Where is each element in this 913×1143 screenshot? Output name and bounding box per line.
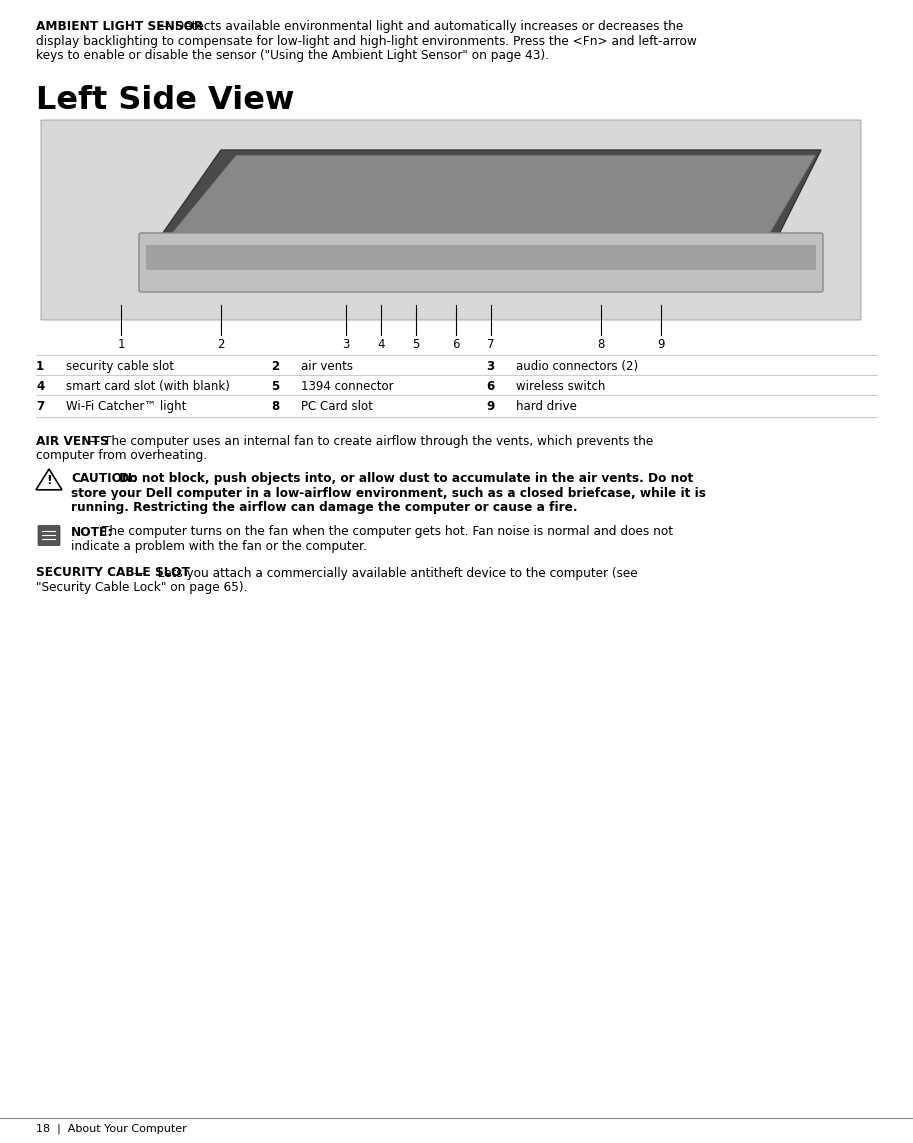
Text: 2: 2 bbox=[271, 360, 279, 373]
Text: 9: 9 bbox=[486, 400, 494, 413]
Text: 5: 5 bbox=[413, 338, 420, 351]
Text: wireless switch: wireless switch bbox=[516, 379, 605, 393]
Text: 1394 connector: 1394 connector bbox=[301, 379, 394, 393]
Text: "Security Cable Lock" on page 65).: "Security Cable Lock" on page 65). bbox=[36, 581, 247, 594]
Text: AIR VENTS: AIR VENTS bbox=[36, 435, 109, 448]
Text: 4: 4 bbox=[377, 338, 384, 351]
Polygon shape bbox=[151, 150, 821, 250]
Bar bbox=[146, 245, 816, 270]
Text: audio connectors (2): audio connectors (2) bbox=[516, 360, 638, 373]
Text: —   Lets you attach a commercially available antitheft device to the computer (s: — Lets you attach a commercially availab… bbox=[130, 567, 637, 580]
Text: !: ! bbox=[47, 474, 52, 487]
Text: air vents: air vents bbox=[301, 360, 353, 373]
FancyBboxPatch shape bbox=[139, 233, 823, 291]
Text: SECURITY CABLE SLOT: SECURITY CABLE SLOT bbox=[36, 567, 190, 580]
Text: 6: 6 bbox=[452, 338, 460, 351]
Text: PC Card slot: PC Card slot bbox=[301, 400, 373, 413]
Text: 4: 4 bbox=[36, 379, 44, 393]
Text: 1: 1 bbox=[117, 338, 125, 351]
Text: indicate a problem with the fan or the computer.: indicate a problem with the fan or the c… bbox=[71, 539, 367, 553]
FancyBboxPatch shape bbox=[38, 526, 60, 545]
Text: 8: 8 bbox=[597, 338, 604, 351]
Text: Left Side View: Left Side View bbox=[36, 85, 295, 115]
Text: hard drive: hard drive bbox=[516, 400, 577, 413]
Text: security cable slot: security cable slot bbox=[66, 360, 174, 373]
Text: 18  |  About Your Computer: 18 | About Your Computer bbox=[36, 1124, 187, 1134]
Text: AMBIENT LIGHT SENSOR: AMBIENT LIGHT SENSOR bbox=[36, 19, 204, 33]
Text: running. Restricting the airflow can damage the computer or cause a fire.: running. Restricting the airflow can dam… bbox=[71, 501, 578, 514]
Text: 7: 7 bbox=[488, 338, 495, 351]
Text: 7: 7 bbox=[36, 400, 44, 413]
Text: 2: 2 bbox=[217, 338, 225, 351]
Polygon shape bbox=[36, 469, 62, 490]
Text: 8: 8 bbox=[271, 400, 279, 413]
Text: 5: 5 bbox=[271, 379, 279, 393]
FancyBboxPatch shape bbox=[41, 120, 861, 320]
Text: computer from overheating.: computer from overheating. bbox=[36, 449, 207, 463]
Text: 9: 9 bbox=[657, 338, 665, 351]
Text: display backlighting to compensate for low-light and high-light environments. Pr: display backlighting to compensate for l… bbox=[36, 34, 697, 48]
Text: 3: 3 bbox=[342, 338, 350, 351]
Text: — Detects available environmental light and automatically increases or decreases: — Detects available environmental light … bbox=[155, 19, 683, 33]
Text: keys to enable or disable the sensor ("Using the Ambient Light Sensor" on page 4: keys to enable or disable the sensor ("U… bbox=[36, 49, 549, 62]
Polygon shape bbox=[166, 155, 816, 240]
Text: Wi-Fi Catcher™ light: Wi-Fi Catcher™ light bbox=[66, 400, 186, 413]
Text: smart card slot (with blank): smart card slot (with blank) bbox=[66, 379, 230, 393]
Text: The computer turns on the fan when the computer gets hot. Fan noise is normal an: The computer turns on the fan when the c… bbox=[99, 526, 674, 538]
Text: store your Dell computer in a low-airflow environment, such as a closed briefcas: store your Dell computer in a low-airflo… bbox=[71, 487, 706, 499]
Text: Do not block, push objects into, or allow dust to accumulate in the air vents. D: Do not block, push objects into, or allo… bbox=[115, 472, 693, 485]
Text: 6: 6 bbox=[486, 379, 494, 393]
Text: 1: 1 bbox=[36, 360, 44, 373]
Text: NOTE:: NOTE: bbox=[71, 526, 113, 538]
Text: 3: 3 bbox=[486, 360, 494, 373]
Text: — The computer uses an internal fan to create airflow through the vents, which p: — The computer uses an internal fan to c… bbox=[84, 435, 653, 448]
Text: CAUTION:: CAUTION: bbox=[71, 472, 137, 485]
